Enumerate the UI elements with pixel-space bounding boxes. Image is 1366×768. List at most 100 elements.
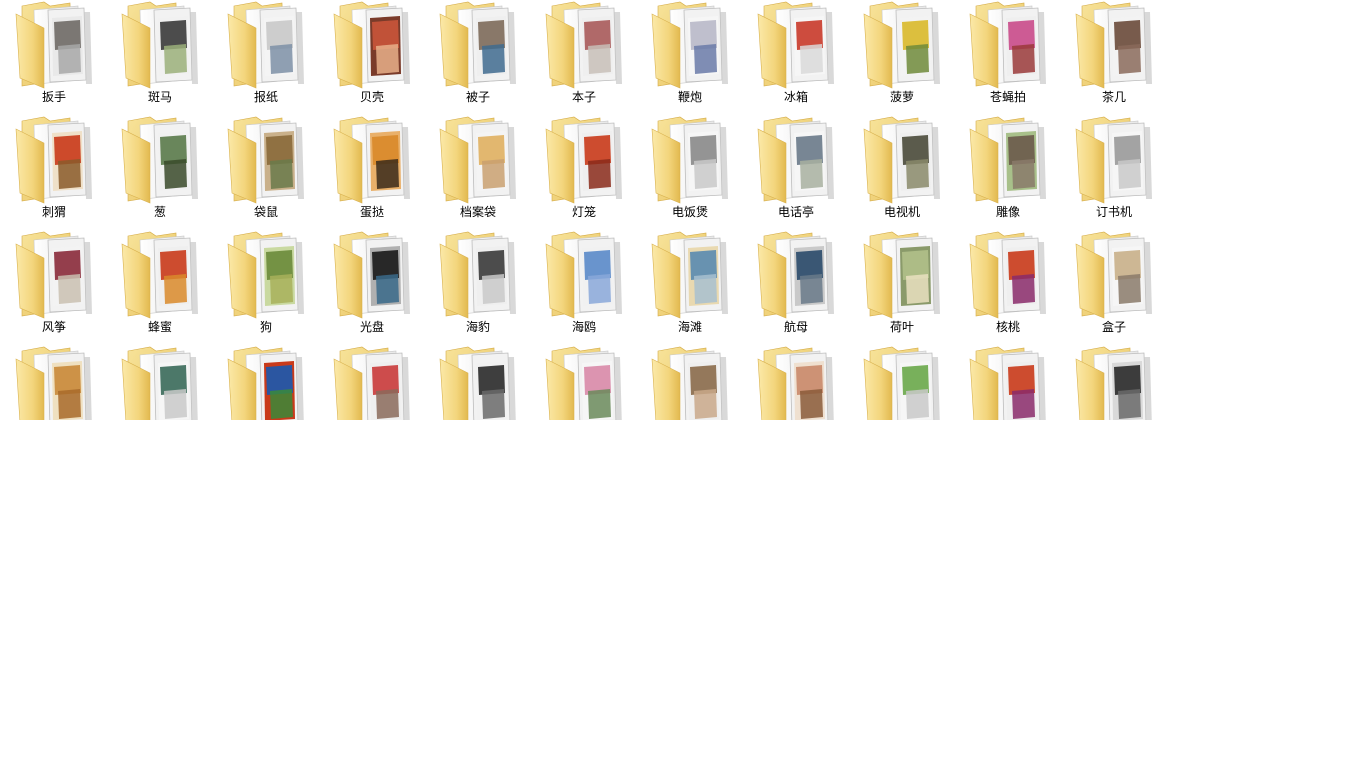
folder-icon [227,1,304,89]
folder-item[interactable]: 风筝 [8,230,100,342]
folder-label: 扳手 [41,90,66,104]
folder-icon [333,231,410,319]
folder-item[interactable] [856,345,948,420]
folder-icon [333,116,410,204]
folder-item[interactable]: 光盘 [326,230,418,342]
folder-item[interactable]: 菠萝 [856,0,948,112]
folder-item[interactable]: 贝壳 [326,0,418,112]
folder-icon [1075,346,1152,420]
folder-icon [121,116,198,204]
folder-item[interactable] [8,345,100,420]
folder-item[interactable]: 电饭煲 [644,115,736,227]
folder-item[interactable]: 报纸 [220,0,312,112]
folder-icon [651,1,728,89]
folder-item[interactable] [326,345,418,420]
folder-item[interactable] [114,345,206,420]
folder-icon [651,346,728,420]
folder-label: 葱 [153,205,166,219]
folder-row: 刺猬 葱 袋鼠 蛋挞 档案袋 灯笼 电饭煲 电话亭 电视机 雕像 订书机 [8,115,1168,230]
folder-label: 鞭炮 [677,90,702,104]
folder-item[interactable]: 本子 [538,0,630,112]
folder-icon [757,346,834,420]
folder-item[interactable]: 荷叶 [856,230,948,342]
folder-label: 海豹 [465,320,490,334]
folder-item[interactable]: 海鸥 [538,230,630,342]
folder-item[interactable]: 海滩 [644,230,736,342]
folder-icon [1075,1,1152,89]
folder-item[interactable]: 狗 [220,230,312,342]
folder-label: 本子 [571,90,596,104]
folder-icon [651,116,728,204]
folder-item[interactable]: 订书机 [1068,115,1160,227]
folder-item[interactable] [220,345,312,420]
folder-label: 菠萝 [889,90,914,104]
folder-item[interactable]: 电话亭 [750,115,842,227]
folder-item[interactable]: 海豹 [432,230,524,342]
folder-icon [227,231,304,319]
folder-label: 蜂蜜 [147,320,172,334]
folder-label: 苍蝇拍 [989,90,1026,104]
folder-item[interactable] [962,345,1054,420]
folder-item[interactable] [750,345,842,420]
folder-label: 袋鼠 [253,205,278,219]
folder-icon [333,1,410,89]
folder-icon [651,231,728,319]
folder-icon [15,116,92,204]
folder-item[interactable]: 茶几 [1068,0,1160,112]
folder-item[interactable]: 航母 [750,230,842,342]
folder-icon [15,346,92,420]
folder-icon [1075,116,1152,204]
folder-item[interactable]: 灯笼 [538,115,630,227]
folder-label: 被子 [465,90,490,104]
folder-label: 冰箱 [783,90,808,104]
folder-label: 刺猬 [41,205,66,219]
folder-item[interactable]: 被子 [432,0,524,112]
folder-item[interactable]: 雕像 [962,115,1054,227]
folder-icon [121,1,198,89]
folder-item[interactable]: 档案袋 [432,115,524,227]
folder-icon [333,346,410,420]
folder-label: 狗 [259,320,272,334]
folder-label: 风筝 [41,320,66,334]
folder-icon [439,116,516,204]
folder-icon [545,346,622,420]
folder-icon [863,1,940,89]
folder-item[interactable]: 蜂蜜 [114,230,206,342]
folder-icon [757,231,834,319]
folder-item[interactable]: 斑马 [114,0,206,112]
folder-item[interactable]: 电视机 [856,115,948,227]
folder-label: 航母 [783,320,808,334]
folder-icon [863,231,940,319]
folder-item[interactable]: 袋鼠 [220,115,312,227]
folder-item[interactable] [1068,345,1160,420]
folder-icon [121,346,198,420]
folder-label: 报纸 [253,90,278,104]
folder-icon [969,231,1046,319]
folder-icon [969,116,1046,204]
folder-icon [969,346,1046,420]
folder-label: 海鸥 [571,320,596,334]
folder-row: 风筝 蜂蜜 狗 光盘 海豹 海鸥 海滩 航母 荷叶 核桃 盒子 [8,230,1168,345]
folder-label: 蛋挞 [359,205,384,219]
folder-item[interactable]: 冰箱 [750,0,842,112]
folder-item[interactable]: 苍蝇拍 [962,0,1054,112]
folder-label: 电饭煲 [671,205,708,219]
folder-item[interactable] [538,345,630,420]
folder-item[interactable]: 蛋挞 [326,115,418,227]
folder-row [8,345,1168,420]
folder-item[interactable]: 扳手 [8,0,100,112]
folder-label: 海滩 [677,320,702,334]
folder-icon [545,1,622,89]
folder-item[interactable]: 核桃 [962,230,1054,342]
folder-item[interactable]: 鞭炮 [644,0,736,112]
folder-label: 灯笼 [571,205,596,219]
folder-item[interactable]: 葱 [114,115,206,227]
folder-label: 盒子 [1101,320,1126,334]
folder-label: 光盘 [359,320,384,334]
folder-item[interactable] [644,345,736,420]
folder-item[interactable] [432,345,524,420]
folder-item[interactable]: 盒子 [1068,230,1160,342]
folder-icon [863,116,940,204]
folder-item[interactable]: 刺猬 [8,115,100,227]
folder-grid: 扳手 斑马 报纸 贝壳 被子 本子 鞭炮 冰箱 菠萝 苍蝇拍 茶几刺猬 葱 袋鼠 蛋挞 档案袋 灯笼 电饭煲 电话… [8,0,1168,420]
